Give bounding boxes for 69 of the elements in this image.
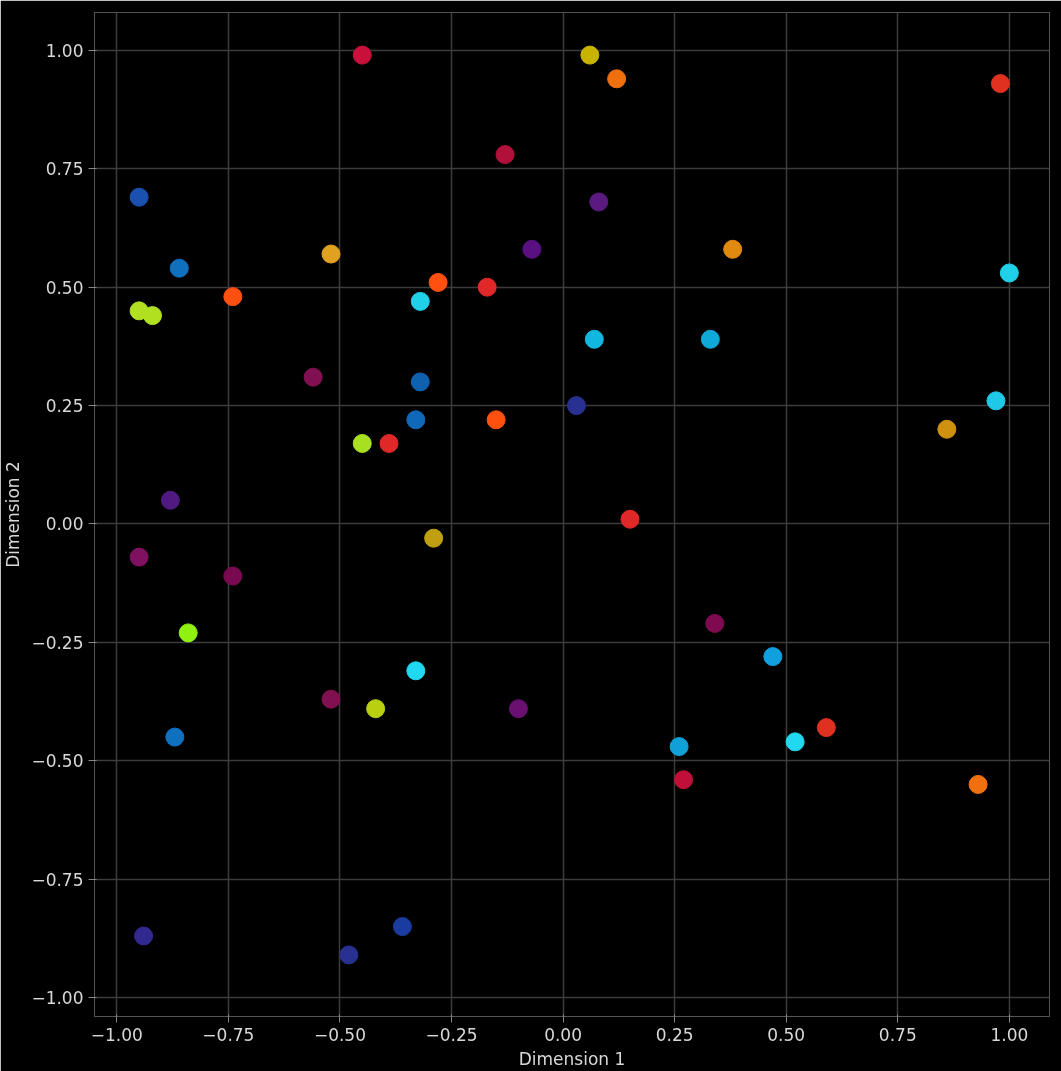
x-axis-title: Dimension 1 (518, 1048, 626, 1069)
point (477, 277, 497, 297)
x-tick-label: −0.25 (425, 1024, 478, 1045)
point (352, 433, 372, 453)
point (339, 945, 359, 965)
y-tick-label: 0.50 (45, 277, 84, 298)
point (321, 689, 341, 709)
point (223, 566, 243, 586)
point (486, 410, 506, 430)
point (129, 187, 149, 207)
point (589, 192, 609, 212)
point (607, 69, 627, 89)
point (968, 774, 988, 794)
point (763, 647, 783, 667)
point (410, 372, 430, 392)
point (379, 433, 399, 453)
x-tick-label: −0.50 (313, 1024, 367, 1045)
point (165, 727, 185, 747)
point (428, 272, 448, 292)
point (406, 661, 426, 681)
x-tick-label: −1.00 (90, 1024, 143, 1045)
point (705, 613, 725, 633)
point (169, 258, 189, 278)
point (566, 396, 586, 416)
point (723, 239, 743, 259)
point (303, 367, 323, 387)
point (406, 410, 426, 430)
point (134, 926, 154, 946)
point (424, 528, 444, 548)
point (522, 239, 542, 259)
point (986, 391, 1006, 411)
point (990, 74, 1010, 94)
x-tick-label: −0.75 (202, 1024, 255, 1045)
point (508, 699, 528, 719)
point (785, 732, 805, 752)
point (129, 547, 149, 567)
point (178, 623, 198, 643)
y-tick-label: 0.00 (45, 514, 84, 535)
y-axis-title: Dimension 2 (3, 461, 24, 568)
y-tick-label: −1.00 (31, 988, 84, 1009)
x-tick-label: 0.75 (878, 1024, 917, 1045)
point (669, 737, 689, 757)
point (700, 329, 720, 349)
y-tick-label: 0.25 (45, 396, 84, 417)
point (584, 329, 604, 349)
y-tick-label: −0.50 (31, 751, 84, 772)
x-tick-label: 0.25 (655, 1024, 694, 1045)
y-tick-label: −0.75 (31, 869, 84, 890)
point (495, 145, 515, 165)
point (620, 509, 640, 529)
y-tick-label: 1.00 (45, 40, 84, 61)
point (937, 419, 957, 439)
point (410, 291, 430, 311)
point (816, 718, 836, 738)
point (321, 244, 341, 264)
point (160, 490, 180, 510)
point (392, 917, 412, 936)
point (999, 263, 1019, 283)
point (223, 287, 243, 307)
y-tick-label: −0.25 (31, 632, 84, 653)
point (580, 45, 600, 65)
y-tick-label: 0.75 (45, 159, 84, 180)
point (366, 699, 386, 719)
x-tick-label: 0.50 (767, 1024, 806, 1045)
x-tick-label: 1.00 (990, 1024, 1029, 1045)
point (674, 770, 694, 790)
x-tick-label: 0.00 (544, 1024, 583, 1045)
point (352, 45, 372, 65)
point (143, 306, 163, 326)
